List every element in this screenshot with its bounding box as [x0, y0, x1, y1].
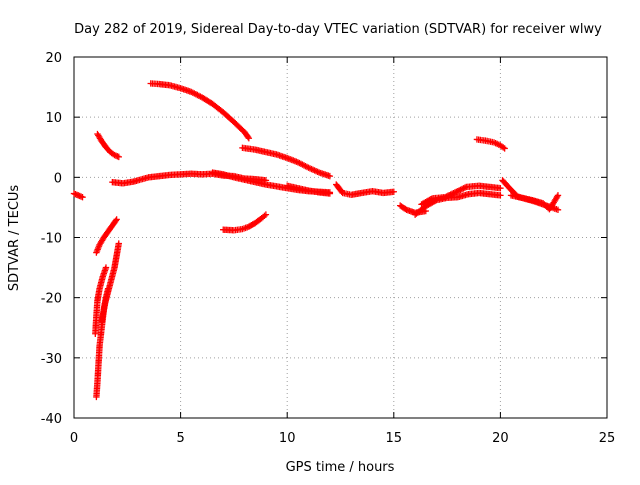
y-tick-label: -30 — [41, 352, 62, 367]
data-point — [501, 145, 508, 152]
y-tick-label: 10 — [45, 111, 62, 126]
x-tick-label: 15 — [386, 431, 403, 446]
x-tick-label: 5 — [176, 431, 184, 446]
x-tick-label: 25 — [599, 431, 616, 446]
data-marker-fill — [500, 144, 507, 151]
data-marker-fill — [443, 193, 450, 200]
y-tick-label: -40 — [41, 412, 62, 427]
series-arc-16-19b — [418, 182, 504, 208]
series-arc-neg-dip — [220, 211, 270, 234]
data-marker-fill — [447, 191, 454, 198]
data-marker-fill — [460, 185, 467, 192]
data-point — [454, 187, 461, 195]
x-axis-label: GPS time / hours — [286, 460, 395, 475]
series-arc-end-2 — [507, 192, 562, 213]
chart-title: Day 282 of 2019, Sidereal Day-to-day VTE… — [74, 22, 602, 37]
data-point — [102, 264, 110, 271]
data-point — [554, 192, 562, 199]
data-marker-fill — [427, 195, 435, 203]
x-tick-label: 20 — [492, 431, 509, 446]
grid — [74, 57, 607, 418]
x-axis-ticks: 0 5 10 15 20 25 — [70, 57, 615, 446]
series-arc-late-11 — [284, 182, 334, 197]
data-point — [441, 193, 449, 201]
data-marker-fill — [446, 191, 453, 199]
data-point — [262, 211, 270, 218]
y-tick-label: -10 — [41, 232, 62, 247]
y-tick-label: 0 — [54, 171, 62, 186]
y-tick-label: -20 — [41, 292, 62, 307]
series-arc-descent-3 — [92, 264, 110, 337]
series-arc-13-15 — [333, 181, 397, 198]
x-tick-label: 0 — [70, 431, 78, 446]
series-arc-start — [70, 190, 86, 201]
data-marker-fill — [244, 133, 252, 141]
data-marker-fill — [553, 193, 561, 201]
data-marker-fill — [112, 217, 119, 224]
series-arc-early-pos — [94, 130, 122, 161]
data-point — [326, 172, 334, 180]
x-tick-label: 10 — [279, 431, 296, 446]
y-axis-ticks: -40 -30 -20 -10 0 10 20 — [41, 51, 607, 427]
data-point — [497, 184, 504, 192]
data-marker-fill — [448, 190, 456, 198]
data-marker-fill — [444, 192, 452, 200]
data-layer — [70, 80, 562, 401]
series-arc-descent-2 — [98, 240, 122, 325]
series-arc-high — [147, 80, 253, 142]
data-marker-fill — [450, 189, 457, 197]
series-arc-mid — [239, 144, 334, 180]
data-point — [390, 188, 397, 195]
data-marker-fill — [453, 188, 460, 196]
data-point — [326, 190, 334, 197]
data-point — [79, 193, 86, 201]
y-axis-label: SDTVAR / TECUs — [7, 185, 22, 292]
data-marker-fill — [457, 186, 464, 193]
series-arc-late-pos — [473, 136, 508, 152]
data-point — [497, 192, 504, 199]
y-tick-label: 20 — [45, 51, 62, 66]
data-point — [113, 216, 120, 223]
data-marker-fill — [458, 185, 466, 193]
data-point — [115, 153, 122, 161]
data-marker-fill — [455, 187, 463, 194]
data-point — [115, 240, 122, 247]
series-arc-rise — [93, 216, 120, 256]
data-marker-fill — [261, 212, 268, 220]
data-point — [554, 206, 562, 214]
data-marker-fill — [461, 184, 469, 191]
data-point — [245, 135, 253, 142]
data-marker-fill — [451, 189, 459, 196]
plot-frame — [73, 56, 608, 419]
